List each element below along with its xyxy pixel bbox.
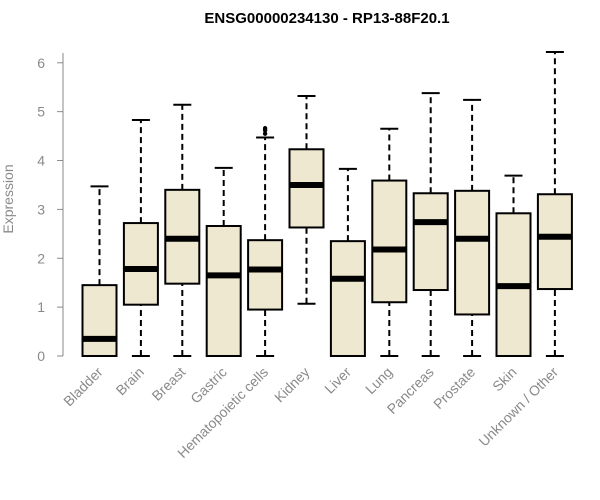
box-prostate — [454, 98, 491, 357]
x-tick-label: Liver — [321, 364, 354, 397]
x-tick-label: Skin — [489, 364, 520, 395]
box-iqr — [371, 179, 408, 304]
x-tick-label: Brain — [113, 364, 147, 398]
x-tick-label: Bladder — [60, 364, 106, 410]
outlier-point — [262, 131, 268, 136]
box-pancreas — [412, 92, 449, 357]
y-tick-label: 3 — [37, 201, 45, 217]
y-tick-label: 4 — [37, 153, 45, 169]
y-tick-label: 1 — [37, 299, 45, 315]
outlier-point — [262, 126, 268, 131]
x-tick-label: Prostate — [430, 364, 478, 412]
box-iqr — [329, 240, 366, 357]
x-tick-label: Unknown / Other — [475, 364, 561, 450]
box-brain — [122, 118, 159, 357]
box-iqr — [288, 148, 325, 229]
box-liver — [329, 167, 366, 357]
box-bladder — [81, 185, 118, 357]
y-axis-label: Expression — [0, 164, 16, 233]
y-tick-label: 2 — [37, 250, 45, 266]
y-axis-ticks: 0 1 2 3 4 5 6 — [37, 55, 63, 364]
box-iqr — [536, 193, 573, 291]
box-iqr — [122, 222, 159, 306]
box-breast — [164, 103, 201, 357]
x-tick-label: Breast — [148, 364, 188, 404]
y-tick-label: 0 — [37, 348, 45, 364]
box-skin — [495, 174, 532, 357]
x-tick-label: Kidney — [271, 364, 313, 406]
box-iqr — [247, 239, 284, 311]
box-iqr — [454, 189, 491, 316]
y-tick-label: 5 — [37, 104, 45, 120]
box-iqr — [81, 284, 118, 357]
boxes-group — [81, 51, 573, 357]
box-gastric — [205, 166, 242, 357]
box-iqr — [412, 192, 449, 292]
box-lung — [371, 127, 408, 357]
box-iqr — [205, 225, 242, 357]
box-hematopoietic-cells — [247, 126, 284, 357]
box-kidney — [288, 95, 325, 305]
chart-title: ENSG00000234130 - RP13-88F20.1 — [204, 10, 449, 27]
x-tick-label: Lung — [362, 364, 395, 397]
y-tick-label: 6 — [37, 55, 45, 71]
box-unknown-other — [536, 51, 573, 357]
